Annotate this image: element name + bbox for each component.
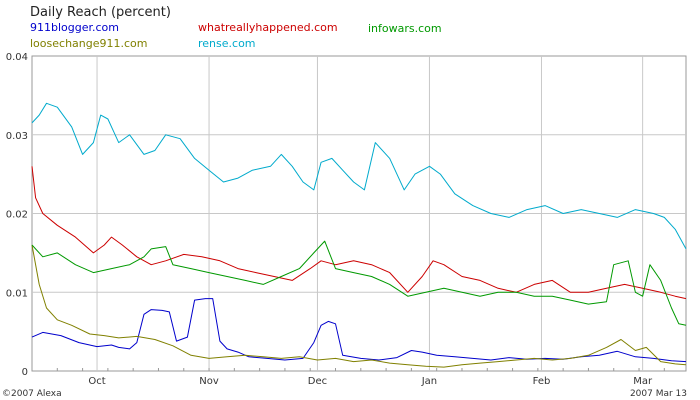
series-line-rense-com [31, 102, 687, 250]
x-tick-label: Dec [308, 376, 327, 387]
legend: 911blogger.com loosechange911.com whatreal… [30, 21, 442, 50]
y-tick-label: 0.02 [6, 210, 28, 221]
series-line-911blogger-com [31, 298, 687, 363]
x-tick-label: Mar [633, 376, 653, 387]
legend-item-whatreallyhappened-com: whatreallyhappened.com [198, 21, 338, 34]
x-tick-label: Feb [533, 376, 551, 387]
x-tick-label: Oct [88, 376, 105, 387]
y-tick-label: 0.04 [6, 52, 28, 63]
legend-item-infowars-com: infowars.com [368, 22, 442, 35]
series-line-infowars-com [31, 240, 687, 326]
legend-item-rense-com: rense.com [198, 37, 256, 50]
y-axis-ticks: 0 0.01 0.02 0.03 0.04 [6, 52, 28, 378]
y-tick-label: 0 [22, 367, 28, 378]
legend-item-loosechange911-com: loosechange911.com [30, 37, 147, 50]
x-axis-ticks: Oct Nov Dec Jan Feb Mar [31, 368, 665, 387]
legend-item-911blogger-com: 911blogger.com [30, 21, 119, 34]
x-tick-label: Nov [199, 376, 219, 387]
y-tick-label: 0.03 [6, 131, 28, 142]
y-tick-label: 0.01 [6, 288, 28, 299]
series-line-loosechange911-com [31, 244, 687, 368]
series-layer [31, 102, 687, 368]
copyright-label: ©2007 Alexa [2, 389, 62, 399]
date-label: 2007 Mar 13 [630, 389, 687, 399]
series-line-whatreallyhappened-com [31, 166, 687, 300]
chart-title: Daily Reach (percent) [30, 5, 171, 20]
x-tick-label: Jan [421, 376, 437, 387]
